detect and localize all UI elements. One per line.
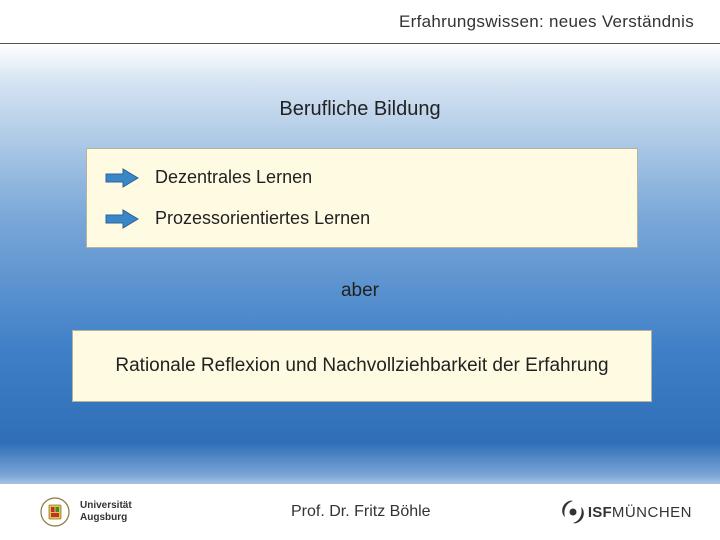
bullets-box: Dezentrales Lernen Prozessorientiertes L…: [86, 148, 638, 248]
bullet-item: Dezentrales Lernen: [105, 157, 619, 198]
university-name: Universität Augsburg: [80, 500, 132, 524]
conclusion-text: Rationale Reflexion und Nachvollziehbark…: [115, 354, 608, 379]
university-logo-icon: [40, 497, 70, 527]
bullet-label: Prozessorientiertes Lernen: [155, 208, 370, 229]
slide-subtitle: Berufliche Bildung: [0, 98, 720, 121]
connector-word: aber: [0, 280, 720, 302]
arrow-right-icon: [105, 209, 139, 229]
conclusion-box: Rationale Reflexion und Nachvollziehbark…: [72, 330, 652, 402]
university-line2: Augsburg: [80, 512, 132, 524]
isf-suffix: MÜNCHEN: [612, 504, 692, 521]
isf-logo: ISFMÜNCHEN: [560, 499, 692, 525]
bullet-item: Prozessorientiertes Lernen: [105, 198, 619, 239]
isf-text: ISFMÜNCHEN: [588, 504, 692, 521]
slide: Erfahrungswissen: neues Verständnis Beru…: [0, 0, 720, 540]
arrow-right-icon: [105, 168, 139, 188]
slide-header: Erfahrungswissen: neues Verständnis: [0, 0, 720, 44]
isf-prefix: ISF: [588, 504, 612, 521]
bullet-label: Dezentrales Lernen: [155, 167, 312, 188]
slide-footer: Universität Augsburg Prof. Dr. Fritz Böh…: [0, 484, 720, 540]
footer-author: Prof. Dr. Fritz Böhle: [132, 503, 560, 521]
isf-logo-icon: [560, 499, 586, 525]
header-title: Erfahrungswissen: neues Verständnis: [399, 12, 694, 32]
university-line1: Universität: [80, 500, 132, 512]
